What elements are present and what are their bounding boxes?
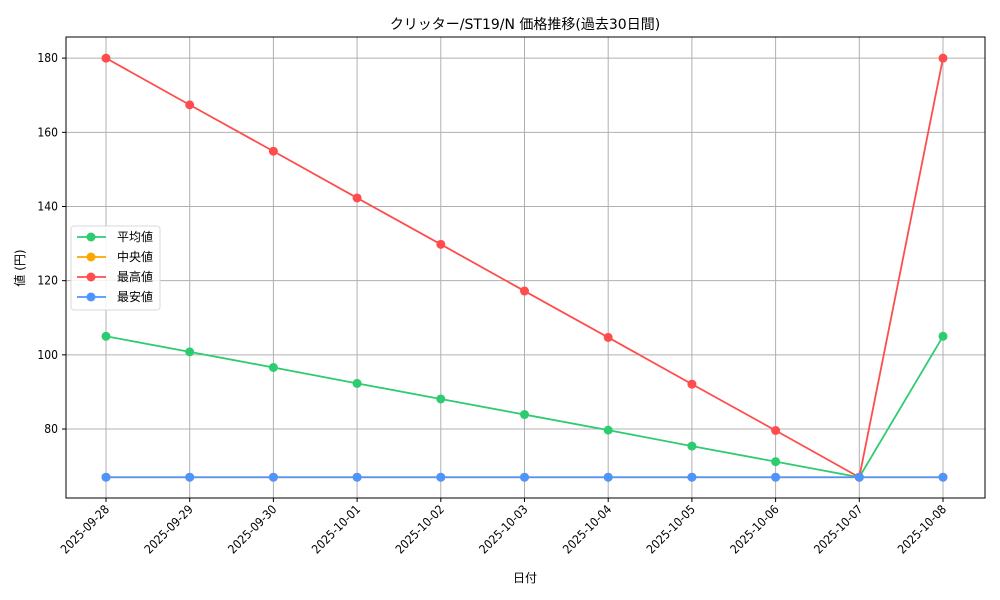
x-tick-label: 2025-10-07 [811,502,865,556]
data-point [436,239,446,249]
x-axis-ticks: 2025-09-28 2025-09-29 2025-09-30 2025-10-01… [58,498,949,556]
legend-item: 中央値 [77,249,153,264]
data-point [185,347,195,357]
data-point [185,472,195,482]
y-tick-label: 100 [37,348,58,362]
x-axis-label: 日付 [513,571,537,585]
data-point [771,472,781,482]
data-point [687,472,697,482]
legend-item: 最高値 [77,269,153,284]
data-point [352,193,362,203]
legend-marker-icon [86,232,96,242]
plot-frame [65,36,986,499]
data-point [268,472,278,482]
x-tick-label: 2025-09-30 [225,502,279,556]
data-point [603,472,613,482]
y-tick-label: 160 [37,125,58,139]
data-point [520,286,529,296]
x-tick-label: 2025-10-02 [393,502,447,556]
x-tick-label: 2025-10-03 [476,502,530,556]
data-point [352,378,362,388]
data-point [603,332,613,342]
legend-label: 最高値 [117,269,153,284]
data-point [520,410,529,420]
chart-title: クリッター/ST19/N 価格推移(過去30日間) [390,17,660,33]
data-point [185,100,195,110]
data-point [268,362,278,372]
data-point [603,425,613,435]
data-point [436,472,446,482]
legend-item: 平均値 [77,229,153,244]
x-tick-label: 2025-09-29 [142,502,196,556]
data-point [771,457,781,467]
data-point [687,441,697,451]
x-tick-label: 2025-09-28 [58,502,112,556]
legend-label: 最安値 [117,289,153,304]
data-point [938,472,948,482]
y-tick-label: 80 [44,422,58,436]
x-tick-label: 2025-10-01 [309,502,363,556]
legend-marker-icon [86,272,96,282]
legend-label: 平均値 [117,229,153,244]
legend-marker-icon [86,292,96,302]
data-point [687,379,697,389]
x-tick-label: 2025-10-04 [560,502,614,556]
y-tick-label: 180 [37,51,58,65]
legend-box [70,225,161,311]
x-tick-label: 2025-10-08 [895,502,949,556]
data-point [938,53,948,63]
data-point [101,331,111,341]
data-point [854,472,864,482]
data-point [520,472,529,482]
series-平均値 [101,331,948,482]
data-point [771,426,781,436]
data-point [101,472,111,482]
data-point [101,53,111,63]
data-point [938,331,948,341]
legend-item: 最安値 [77,289,153,304]
grid-lines [66,37,985,498]
y-tick-label: 140 [37,199,58,213]
data-point [352,472,362,482]
data-point [436,394,446,404]
y-axis-ticks: 80 100 120 140 160 180 [37,51,66,436]
series-lines [101,53,948,482]
series-最安値 [101,472,948,482]
x-tick-label: 2025-10-06 [727,502,781,556]
y-tick-label: 120 [37,274,58,288]
y-axis-label: 値 (円) [12,249,27,286]
legend-marker-icon [86,252,96,262]
x-tick-label: 2025-10-05 [644,502,698,556]
data-point [268,146,278,156]
legend-label: 中央値 [117,249,153,264]
